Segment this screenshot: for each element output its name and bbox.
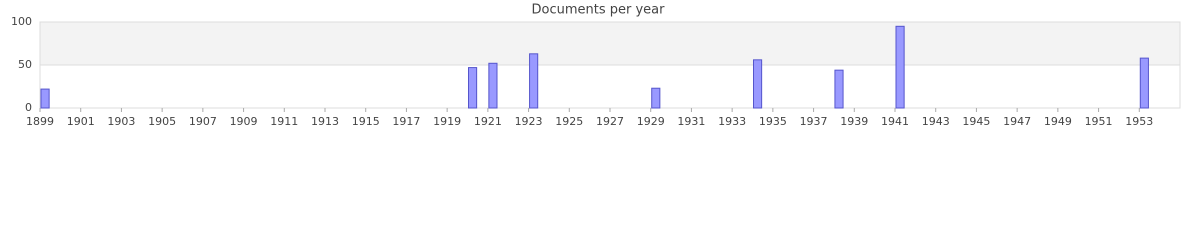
y-tick-label: 0	[25, 101, 32, 114]
bar	[834, 69, 844, 109]
plot-band	[40, 65, 1180, 108]
y-tick-label: 50	[18, 58, 32, 71]
bar	[651, 87, 661, 109]
x-tick-label: 1947	[1003, 115, 1031, 128]
x-tick-label: 1943	[922, 115, 950, 128]
x-tick-label: 1903	[107, 115, 135, 128]
x-tick-label: 1915	[352, 115, 380, 128]
bar	[753, 59, 763, 109]
bar	[40, 88, 50, 109]
x-tick-label: 1945	[962, 115, 990, 128]
x-tick-label: 1925	[555, 115, 583, 128]
y-tick-label: 100	[11, 15, 32, 28]
x-tick-label: 1941	[881, 115, 909, 128]
bar	[1139, 57, 1149, 109]
x-tick-label: 1935	[759, 115, 787, 128]
page: {"chart_data": {"type": "bar", "title": …	[11, 2, 1181, 128]
x-tick-label: 1939	[840, 115, 868, 128]
x-tick-label: 1949	[1044, 115, 1072, 128]
x-tick-label: 1931	[677, 115, 705, 128]
chart-title: Documents per year	[532, 3, 666, 18]
x-tick-label: 1911	[270, 115, 298, 128]
chart: Documents per year 0 50 100 1899 1901 1903 190…	[11, 3, 1181, 128]
x-tick-label: 1917	[392, 115, 420, 128]
bar	[895, 25, 905, 109]
x-tick-label: 1951	[1085, 115, 1113, 128]
x-tick-label: 1927	[596, 115, 624, 128]
x-tick-label: 1921	[474, 115, 502, 128]
x-tick-label: 1905	[148, 115, 176, 128]
bar	[468, 67, 478, 109]
x-tick-label: 1913	[311, 115, 339, 128]
x-tick-label: 1929	[637, 115, 665, 128]
bar	[529, 53, 539, 109]
x-tick-label: 1909	[230, 115, 258, 128]
x-tick-label: 1901	[67, 115, 95, 128]
x-tick-label: 1923	[515, 115, 543, 128]
x-tick-label: 1937	[800, 115, 828, 128]
plot-band	[40, 22, 1180, 65]
x-tick-label: 1933	[718, 115, 746, 128]
x-tick-label: 1907	[189, 115, 217, 128]
x-tick-label: 1953	[1125, 115, 1153, 128]
x-tick-label: 1899	[26, 115, 54, 128]
bar	[488, 62, 498, 109]
x-tick-label: 1919	[433, 115, 461, 128]
